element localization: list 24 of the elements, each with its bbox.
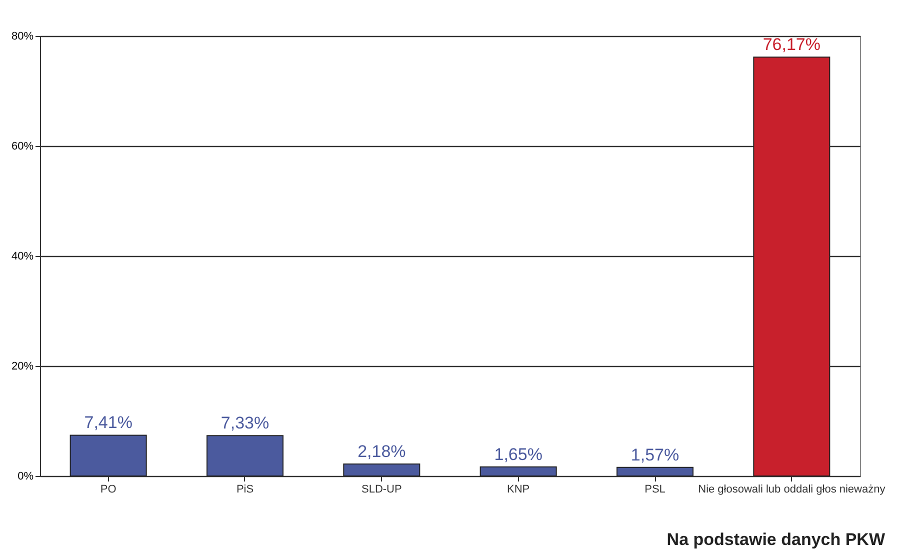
x-tick-label: SLD-UP: [361, 484, 402, 496]
text: Na podstawie danych PKW: [666, 530, 885, 550]
x-tick-label: Nie głosowali lub oddali głos nieważny: [698, 484, 886, 496]
y-tick-label: 40%: [11, 250, 34, 262]
bar: [206, 435, 284, 476]
x-tick-label: KNP: [507, 484, 530, 496]
data-label: 2,18%: [358, 442, 406, 462]
bar: [616, 466, 694, 476]
bar: [480, 466, 557, 476]
x-tick-label: PiS: [236, 484, 254, 496]
data-label: 7,33%: [220, 414, 270, 433]
y-tick-label: 80%: [11, 30, 34, 42]
data-label: 76,17%: [762, 35, 821, 54]
data-label: 7,41%: [84, 413, 132, 432]
data-label: 1,65%: [494, 444, 542, 464]
x-tick-label: PSL: [644, 484, 666, 496]
y-tick-label: 20%: [11, 360, 34, 372]
x-tick-label: PO: [100, 484, 117, 496]
bar: [753, 56, 830, 476]
bar: [343, 464, 420, 476]
data-label: 1,57%: [630, 445, 680, 464]
y-tick-label: 60%: [11, 140, 34, 152]
bar: [70, 434, 147, 476]
y-tick-label: 0%: [18, 470, 34, 482]
